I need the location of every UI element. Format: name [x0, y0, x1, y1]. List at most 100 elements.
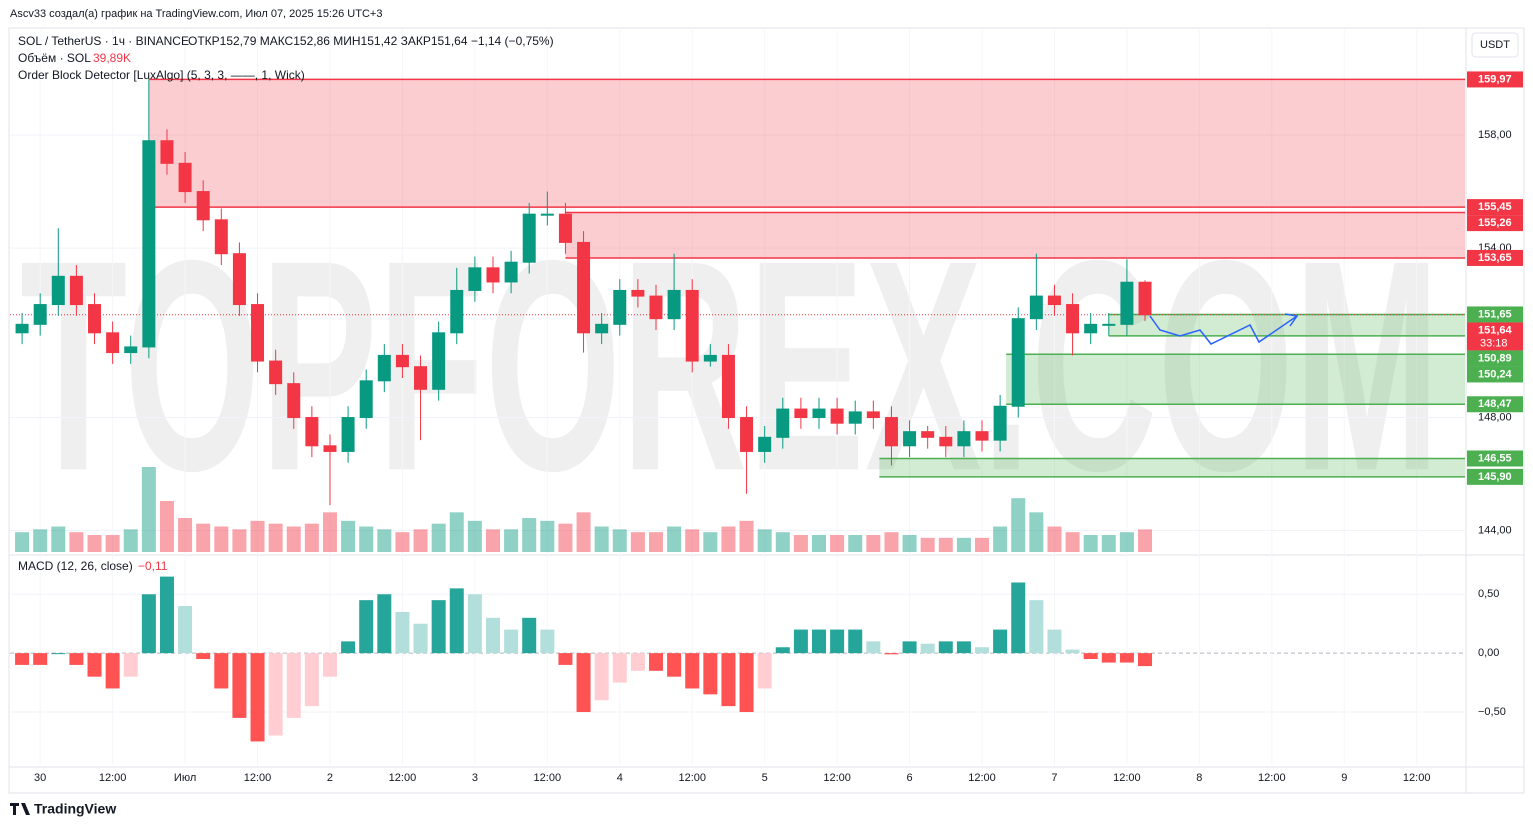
macd-bar — [322, 653, 337, 677]
price-tag — [1467, 396, 1523, 413]
y-tick-label: 158,00 — [1478, 129, 1512, 141]
volume-bar — [830, 535, 845, 552]
macd-bar — [141, 594, 156, 654]
volume-bar — [757, 529, 772, 552]
macd-bar — [33, 653, 48, 665]
symbol-title: SOL / TetherUS · 1ч · BINANCE — [18, 34, 189, 48]
candle-body — [758, 436, 772, 452]
candle-body — [323, 445, 337, 452]
volume-bar — [268, 523, 283, 552]
macd-tick-label: −0,50 — [1478, 706, 1506, 718]
candle-body — [558, 213, 572, 243]
volume-bar — [612, 529, 627, 552]
macd-bar — [956, 641, 971, 654]
volume-bar — [322, 512, 337, 552]
x-tick-label: 12:00 — [389, 772, 417, 784]
volume-bar — [286, 526, 301, 552]
candle-body — [884, 417, 898, 447]
brand: TradingView — [34, 801, 116, 817]
candle-body — [196, 191, 210, 221]
currency[interactable]: USDT — [1480, 39, 1510, 51]
price-tag — [1467, 322, 1523, 351]
macd-bar — [504, 629, 519, 654]
order-block — [879, 458, 1465, 477]
volume-bar — [1011, 498, 1026, 552]
macd-bar — [1065, 649, 1080, 654]
macd-bar — [87, 653, 102, 677]
volume-bar — [866, 535, 881, 552]
volume-bar — [993, 526, 1008, 552]
macd-bar — [866, 641, 881, 654]
macd-bar — [558, 653, 573, 665]
x-tick-label: 12:00 — [678, 772, 706, 784]
macd-bar — [15, 653, 30, 665]
volume-bar — [431, 523, 446, 552]
candle-body — [830, 408, 844, 424]
candle-body — [214, 219, 228, 255]
macd-bar — [449, 588, 464, 654]
volume-bar — [739, 520, 754, 552]
candle-body — [1102, 323, 1116, 326]
volume-bar — [938, 537, 953, 552]
volume-bar — [1101, 535, 1116, 552]
macd-bar — [721, 653, 736, 707]
volume-bar — [1029, 512, 1044, 552]
macd-bar — [848, 629, 863, 654]
macd-bar — [359, 600, 374, 654]
currency-button[interactable] — [1471, 32, 1519, 58]
volume-bar — [1119, 532, 1134, 552]
candle-body — [142, 140, 156, 348]
candle-body — [450, 289, 464, 334]
x-tick-label: 12:00 — [968, 772, 996, 784]
volume-bar — [540, 520, 555, 552]
macd-bar — [884, 653, 899, 655]
macd-bar — [975, 647, 990, 654]
macd-bar — [938, 641, 953, 654]
candle-body — [721, 354, 735, 419]
price-tag — [1467, 366, 1523, 383]
candle-body — [903, 431, 917, 447]
x-tick-label: 7 — [1051, 772, 1057, 784]
volume-bar — [648, 532, 663, 552]
candle-body — [305, 417, 319, 447]
candle-body — [812, 408, 826, 419]
volume-bar — [250, 520, 265, 552]
macd-bar — [703, 653, 718, 695]
candle-body — [160, 140, 174, 164]
candle-body — [1084, 323, 1098, 334]
price-tag-label: 155,26 — [1478, 217, 1512, 229]
candle-body — [631, 289, 645, 297]
macd-bar — [830, 629, 845, 654]
candle-body — [740, 417, 754, 452]
macd-bar — [69, 653, 84, 665]
macd-bar — [1047, 629, 1062, 654]
volume-bar — [956, 537, 971, 552]
candle-body — [540, 213, 554, 216]
macd-bar — [685, 653, 700, 689]
volume-bar — [685, 529, 700, 552]
candle-body — [685, 289, 699, 362]
price-tag — [1467, 468, 1523, 485]
macd-bar — [178, 606, 193, 654]
y-tick-label: 148,00 — [1478, 411, 1512, 423]
volume-bar — [1083, 535, 1098, 552]
volume-bar — [178, 518, 193, 552]
macd-bar — [304, 653, 319, 707]
volume-bar — [377, 529, 392, 552]
candle-body — [794, 408, 808, 419]
volume-bar — [105, 535, 120, 552]
volume-bar — [594, 526, 609, 552]
ohlc: ОТКР152,79 МАКС152,86 МИН151,42 ЗАКР151,… — [188, 34, 554, 48]
candle-body — [1138, 281, 1152, 316]
macd-bar — [341, 641, 356, 654]
candle-body — [377, 354, 391, 382]
candle-body — [269, 360, 283, 385]
candle-body — [939, 436, 953, 447]
volume-bar — [15, 532, 30, 552]
volume-bar — [395, 532, 410, 552]
x-tick-label: 2 — [327, 772, 333, 784]
price-tag-label: 151,65 — [1478, 308, 1512, 320]
volume-bar — [485, 529, 500, 552]
volume-bar — [214, 526, 229, 552]
